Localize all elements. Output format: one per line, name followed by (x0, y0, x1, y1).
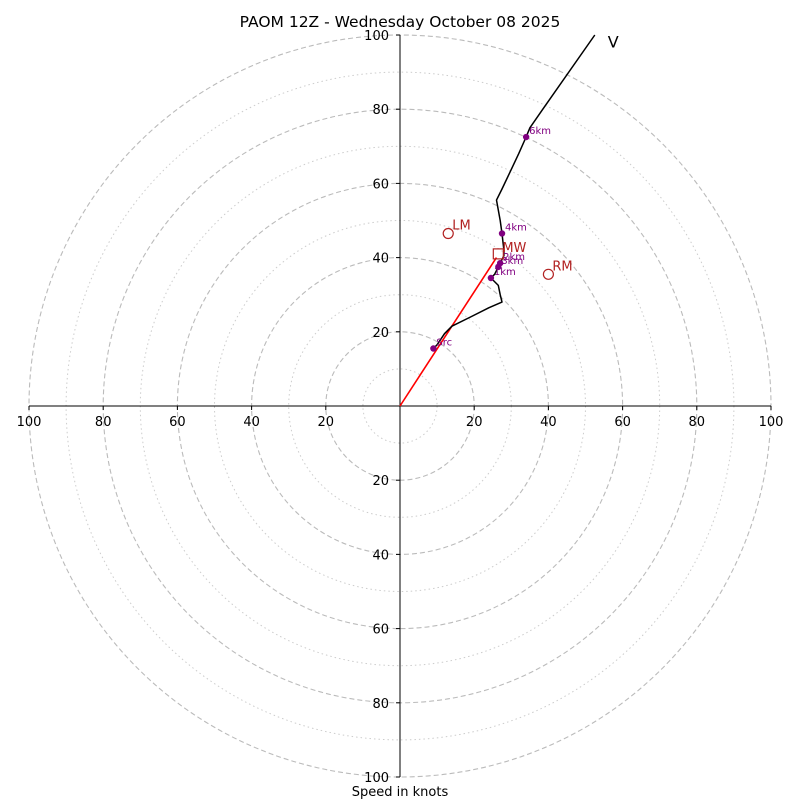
left-mover-marker (442, 227, 454, 240)
left-mover-label: LM (452, 218, 470, 233)
tick-label-bottom: 60 (372, 623, 389, 638)
height-marker-6km (522, 133, 530, 141)
tick-label-top: 100 (364, 29, 389, 44)
height-marker-4km (498, 230, 506, 237)
tick-label-top: 40 (372, 252, 389, 267)
tick-label-bottom: 100 (364, 771, 389, 786)
height-label-6km: 6km (529, 126, 551, 137)
height-label-Src: Src (436, 337, 452, 348)
tick-label-left: 60 (169, 415, 186, 430)
tick-label-top: 80 (372, 103, 389, 118)
tick-label-left: 40 (243, 415, 260, 430)
height-label-2km: 2km (503, 252, 525, 263)
height-label-3km: 3km (501, 256, 523, 267)
height-label-4km: 4km (505, 222, 527, 233)
tick-label-left: 80 (95, 415, 112, 430)
tick-label-top: 60 (372, 177, 389, 192)
v-label: V (608, 33, 619, 52)
mean-wind-marker (492, 248, 504, 260)
tick-label-right: 20 (466, 415, 483, 430)
height-marker-1km (487, 274, 495, 282)
tick-label-left: 100 (17, 415, 42, 430)
right-mover-label: RM (552, 259, 572, 274)
tick-label-top: 20 (372, 326, 389, 341)
tick-label-bottom: 40 (372, 548, 389, 563)
tick-label-bottom: 80 (372, 697, 389, 712)
height-marker-2km (496, 259, 504, 267)
mean-wind-label: MW (502, 241, 526, 256)
shear-vector-line (399, 257, 498, 407)
tick-labels: 20 20 20 20 40 40 40 40 60 60 60 60 80 80 80 80 100 100 10… (17, 29, 784, 786)
hodograph-trace (432, 34, 596, 350)
tick-label-right: 60 (614, 415, 631, 430)
height-marker-Src (430, 345, 437, 352)
right-mover-marker (542, 268, 555, 280)
tick-label-right: 80 (689, 415, 706, 430)
tick-label-right: 40 (540, 415, 557, 430)
x-axis-label: Speed in knots (352, 785, 449, 800)
tick-label-left: 20 (318, 415, 335, 430)
tick-label-bottom: 20 (372, 474, 389, 489)
chart-title: PAOM 12Z - Wednesday October 08 2025 (240, 13, 561, 31)
tick-label-right: 100 (759, 415, 784, 430)
height-label-1km: 1km (494, 267, 516, 278)
